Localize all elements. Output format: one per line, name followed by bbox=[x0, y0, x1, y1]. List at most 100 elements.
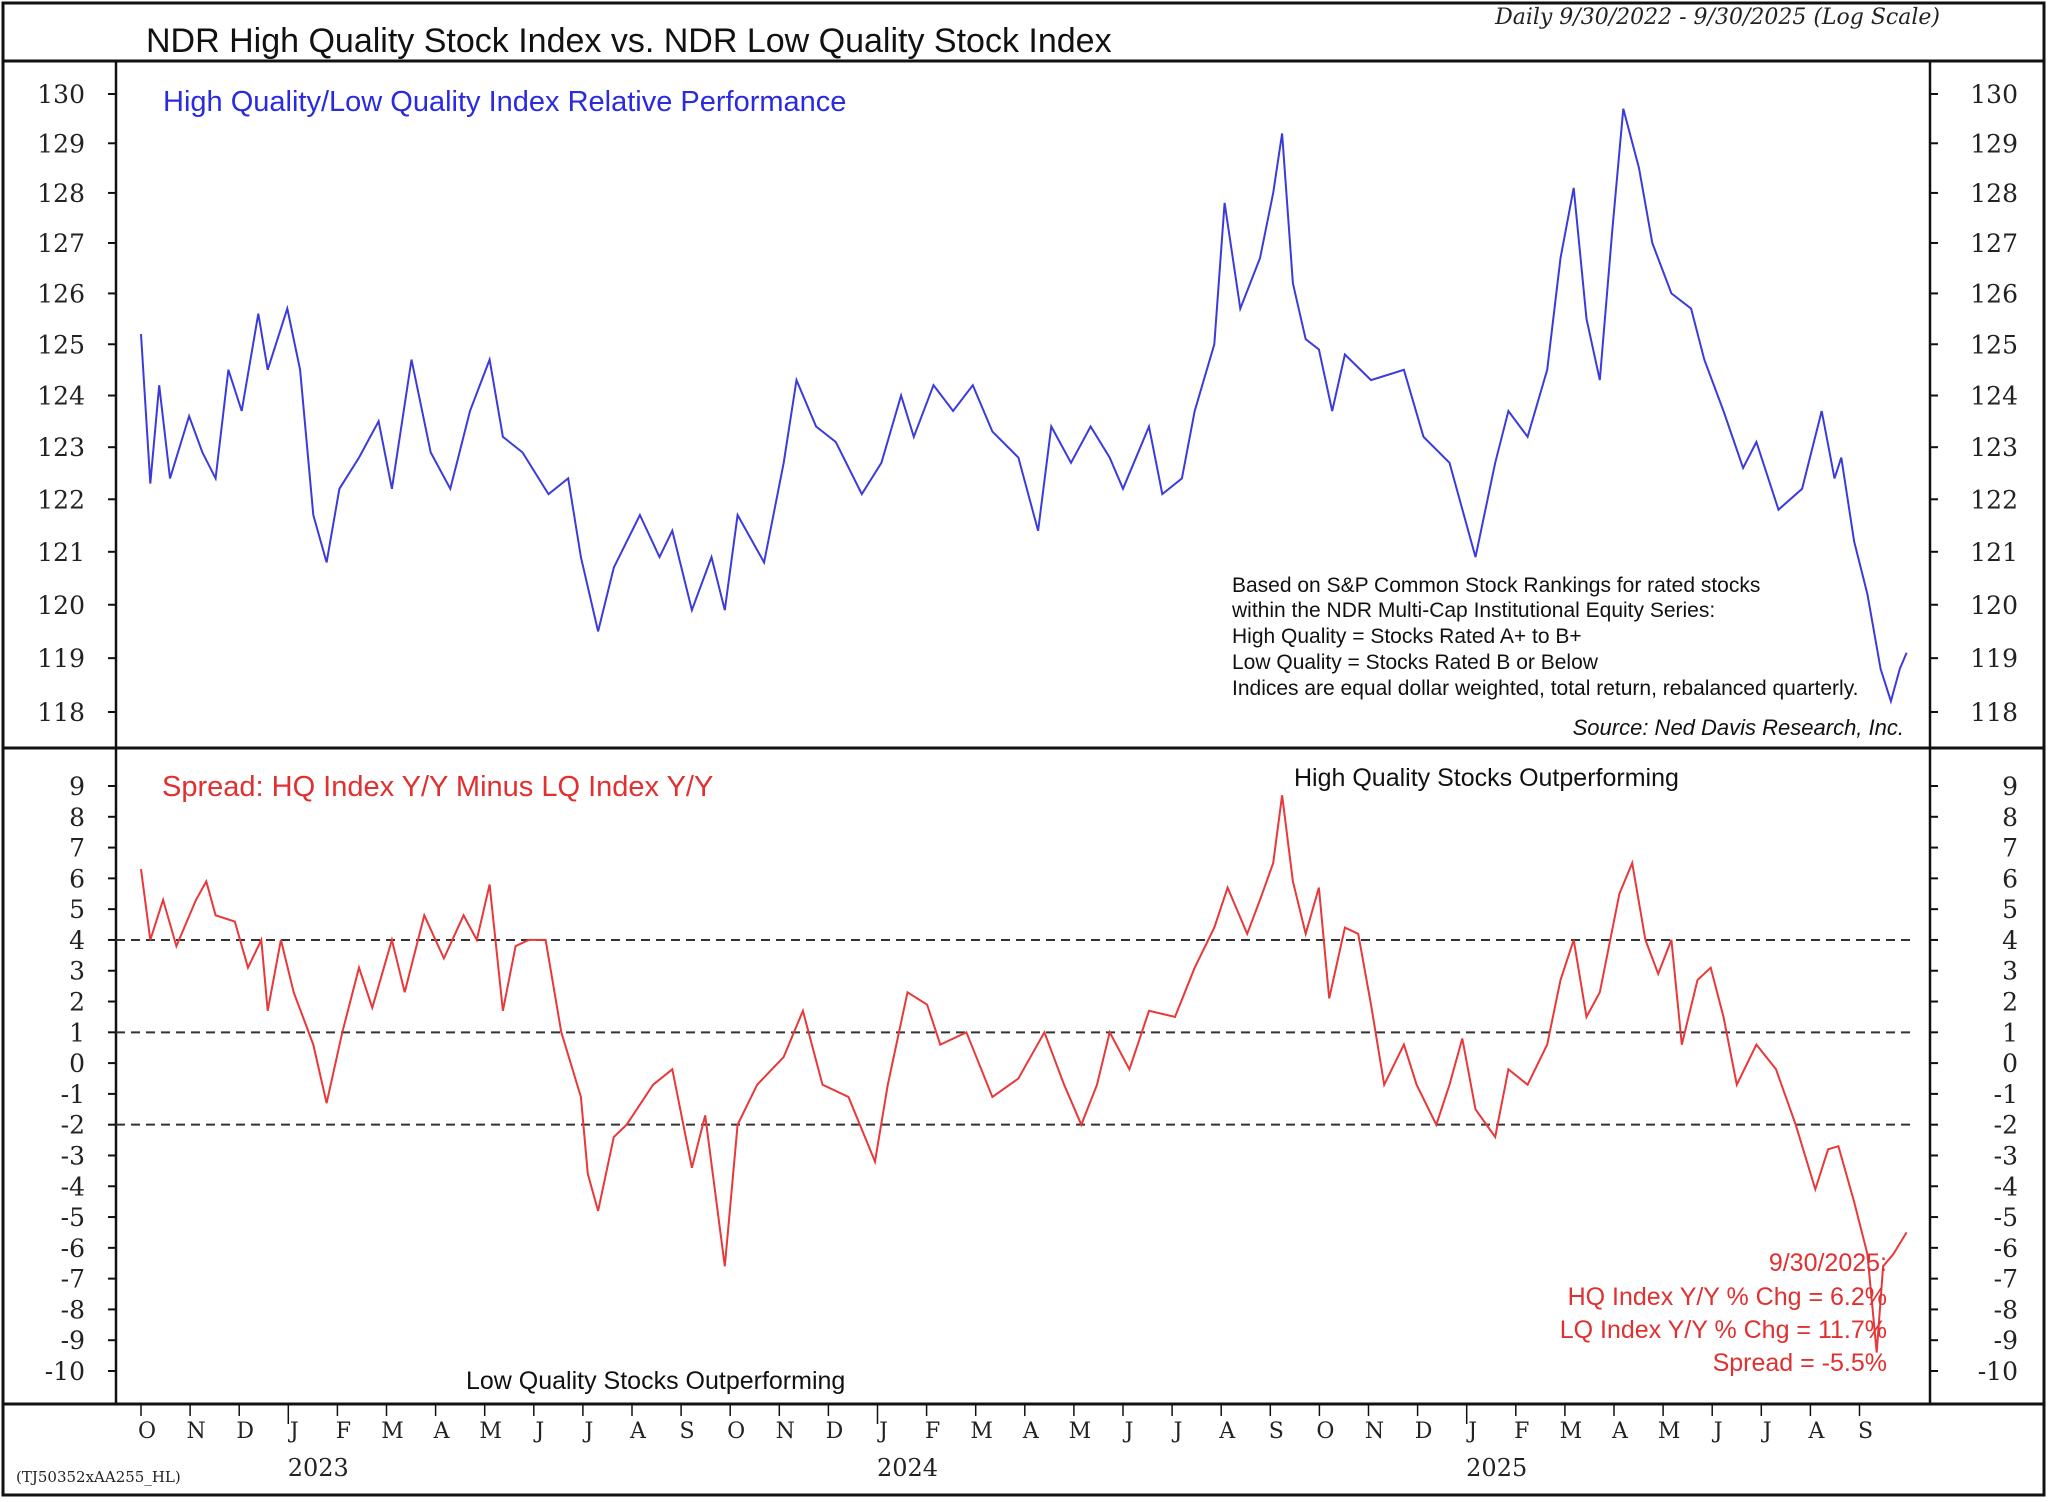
x-tick-label: D bbox=[826, 1419, 844, 1444]
latest-date: 9/30/2025: bbox=[1769, 1249, 1887, 1277]
note-line: Low Quality = Stocks Rated B or Below bbox=[1232, 651, 1599, 674]
latest-spread: Spread = -5.5% bbox=[1713, 1349, 1887, 1377]
y-tick-label-left: 127 bbox=[37, 229, 85, 258]
y-tick-label-left: 8 bbox=[69, 803, 85, 832]
x-tick-label: A bbox=[1611, 1419, 1629, 1444]
x-tick-label: M bbox=[970, 1419, 993, 1444]
y-tick-label-right: 1 bbox=[2002, 1018, 2018, 1047]
x-tick-label: F bbox=[336, 1419, 351, 1444]
x-tick-label: S bbox=[1269, 1419, 1284, 1444]
y-tick-label-right: 127 bbox=[1970, 229, 2018, 258]
x-tick-label: A bbox=[1218, 1419, 1236, 1444]
y-tick-label-right: 8 bbox=[2002, 803, 2018, 832]
y-tick-label-right: 126 bbox=[1970, 279, 2018, 308]
chart-code: (TJ50352xAA255_HL) bbox=[16, 1468, 181, 1486]
x-tick-label: D bbox=[236, 1419, 254, 1444]
y-tick-label-left: 119 bbox=[37, 644, 85, 673]
y-tick-label-left: 122 bbox=[37, 485, 85, 514]
y-tick-label-left: -6 bbox=[61, 1234, 85, 1263]
methodology-note: Based on S&P Common Stock Rankings for r… bbox=[1231, 574, 1858, 700]
y-tick-label-right: -6 bbox=[1994, 1234, 2018, 1263]
lq-outperforming-label: Low Quality Stocks Outperforming bbox=[466, 1367, 845, 1395]
y-tick-label-right: 118 bbox=[1970, 698, 2018, 727]
x-tick-label: J bbox=[1172, 1419, 1183, 1444]
chart-subtitle: Daily 9/30/2022 - 9/30/2025 (Log Scale) bbox=[1494, 5, 1940, 30]
y-tick-label-right: 120 bbox=[1970, 591, 2018, 620]
y-tick-label-left: 2 bbox=[69, 988, 85, 1017]
y-tick-label-left: 120 bbox=[37, 591, 85, 620]
x-tick-label: J bbox=[1712, 1419, 1723, 1444]
y-tick-label-right: 0 bbox=[2002, 1049, 2018, 1078]
y-tick-label-right: 2 bbox=[2002, 988, 2018, 1017]
y-tick-label-left: 129 bbox=[37, 129, 85, 158]
y-tick-label-right: 121 bbox=[1970, 538, 2018, 567]
hq-outperforming-label: High Quality Stocks Outperforming bbox=[1294, 764, 1679, 792]
y-tick-label-left: -7 bbox=[61, 1265, 85, 1294]
y-tick-label-left: -10 bbox=[45, 1357, 85, 1386]
x-tick-label: M bbox=[479, 1419, 502, 1444]
latest-hq-change: HQ Index Y/Y % Chg = 6.2% bbox=[1568, 1283, 1887, 1311]
chart-title: NDR High Quality Stock Index vs. NDR Low… bbox=[146, 22, 1112, 60]
y-tick-label-left: -4 bbox=[61, 1172, 85, 1201]
x-tick-label: S bbox=[1858, 1419, 1873, 1444]
y-tick-label-right: -4 bbox=[1994, 1172, 2018, 1201]
y-tick-label-right: -5 bbox=[1994, 1203, 2018, 1232]
x-tick-label: N bbox=[1365, 1419, 1384, 1444]
x-tick-label: A bbox=[1807, 1419, 1825, 1444]
y-tick-label-right: -1 bbox=[1994, 1080, 2018, 1109]
x-tick-label: M bbox=[1560, 1419, 1583, 1444]
y-tick-label-left: 4 bbox=[69, 926, 85, 955]
x-tick-label: J bbox=[1761, 1419, 1772, 1444]
y-tick-label-left: 5 bbox=[69, 895, 85, 924]
spread-line bbox=[140, 795, 1908, 1353]
y-tick-label-left: 130 bbox=[37, 80, 85, 109]
y-tick-label-right: 125 bbox=[1970, 330, 2018, 359]
x-tick-label: J bbox=[1123, 1419, 1134, 1444]
source-note: Source: Ned Davis Research, Inc. bbox=[1573, 715, 1904, 740]
x-tick-label: A bbox=[1022, 1419, 1040, 1444]
y-tick-label-left: 121 bbox=[37, 538, 85, 567]
y-tick-label-right: 6 bbox=[2002, 864, 2018, 893]
y-tick-label-right: 128 bbox=[1970, 179, 2018, 208]
x-tick-label: S bbox=[680, 1419, 695, 1444]
x-tick-label: M bbox=[381, 1419, 404, 1444]
x-tick-label: O bbox=[1316, 1419, 1334, 1444]
x-tick-label: J bbox=[877, 1419, 888, 1444]
relative-performance-line bbox=[140, 108, 1908, 705]
y-tick-label-right: 123 bbox=[1970, 433, 2018, 462]
x-tick-label: J bbox=[582, 1419, 593, 1444]
x-tick-label: F bbox=[1514, 1419, 1529, 1444]
y-tick-label-right: 119 bbox=[1970, 644, 2018, 673]
x-tick-label: A bbox=[629, 1419, 647, 1444]
y-tick-label-left: 125 bbox=[37, 330, 85, 359]
x-tick-label: F bbox=[925, 1419, 940, 1444]
year-label: 2023 bbox=[288, 1454, 349, 1482]
y-tick-label-left: -5 bbox=[61, 1203, 85, 1232]
y-tick-label-right: 9 bbox=[2002, 772, 2018, 801]
y-tick-label-right: 129 bbox=[1970, 129, 2018, 158]
note-line: Based on S&P Common Stock Rankings for r… bbox=[1232, 574, 1760, 597]
y-tick-label-right: 3 bbox=[2002, 957, 2018, 986]
y-tick-label-left: 124 bbox=[37, 382, 85, 411]
x-tick-label: N bbox=[776, 1419, 795, 1444]
y-tick-label-right: -2 bbox=[1994, 1111, 2018, 1140]
y-tick-label-left: 6 bbox=[69, 864, 85, 893]
note-line: Indices are equal dollar weighted, total… bbox=[1232, 677, 1858, 700]
y-tick-label-right: 130 bbox=[1970, 80, 2018, 109]
x-tick-label: O bbox=[138, 1419, 156, 1444]
y-tick-label-left: 118 bbox=[37, 698, 85, 727]
y-tick-label-left: -9 bbox=[61, 1326, 85, 1355]
year-label: 2024 bbox=[877, 1454, 938, 1482]
y-tick-label-right: -8 bbox=[1994, 1295, 2018, 1324]
y-tick-label-left: 1 bbox=[69, 1018, 85, 1047]
x-tick-label: M bbox=[1658, 1419, 1681, 1444]
bottom-panel-title: Spread: HQ Index Y/Y Minus LQ Index Y/Y bbox=[162, 771, 713, 803]
y-tick-label-left: 3 bbox=[69, 957, 85, 986]
y-tick-label-left: 9 bbox=[69, 772, 85, 801]
y-tick-label-left: 7 bbox=[69, 834, 85, 863]
top-panel-title: High Quality/Low Quality Index Relative … bbox=[163, 86, 846, 118]
y-tick-label-right: 4 bbox=[2002, 926, 2018, 955]
x-tick-label: J bbox=[1466, 1419, 1477, 1444]
x-tick-label: A bbox=[433, 1419, 451, 1444]
